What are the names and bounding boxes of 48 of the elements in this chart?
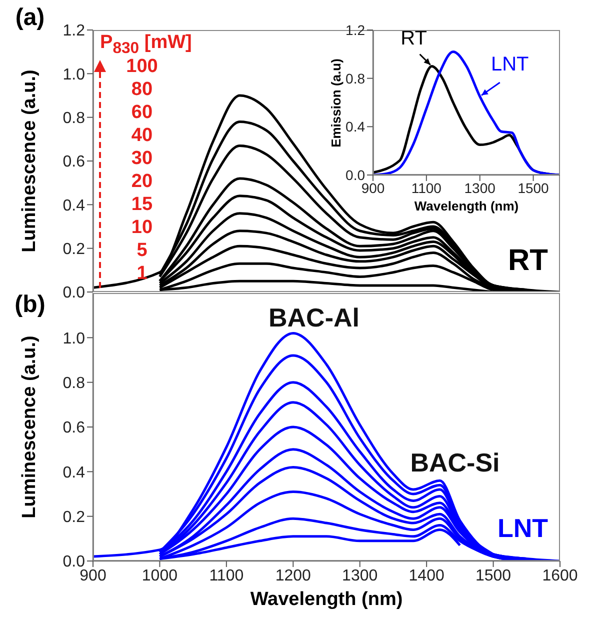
annotation: P$_{830}$ [mW] <box>100 32 192 58</box>
annotation: 100 <box>126 56 158 78</box>
series-label: LNT <box>490 53 529 76</box>
chart-title: (a) <box>15 4 45 32</box>
annotation: 40 <box>131 125 153 147</box>
x-tick-label: 1200 <box>275 567 312 584</box>
x-tick-label: 1600 <box>542 567 578 584</box>
annotation: RT <box>508 244 548 278</box>
annotation: 20 <box>131 171 153 193</box>
x-tick-label: 1500 <box>518 180 550 196</box>
x-tick-label: 1500 <box>475 567 512 584</box>
annotation: 15 <box>131 194 153 216</box>
series-label: RT <box>400 27 427 50</box>
x-tick-label: 1100 <box>209 567 244 584</box>
x-tick-label: 1300 <box>342 567 378 584</box>
y-tick-label: 0.2 <box>62 509 86 526</box>
annotation: LNT <box>497 513 548 544</box>
y-axis-title: Luminescence (a.u.) <box>19 336 41 518</box>
y-tick-label: 0.2 <box>62 241 86 258</box>
y-axis-title: Emission (a.u) <box>328 58 344 147</box>
y-tick-label: 1.0 <box>62 330 86 348</box>
annotation: BAC-Si <box>410 448 500 478</box>
y-tick-label: 0.4 <box>62 197 86 214</box>
x-tick-label: 1400 <box>408 567 444 584</box>
y-tick-label: 0.8 <box>346 70 366 86</box>
y-tick-label: 0.4 <box>346 118 366 135</box>
y-tick-label: 0.8 <box>62 375 86 392</box>
annotation: 80 <box>131 79 153 101</box>
y-tick-label: 0.0 <box>62 284 86 302</box>
x-tick-label: 1000 <box>142 567 178 584</box>
annotation: 5 <box>136 240 148 262</box>
y-tick-label: 1.2 <box>62 22 86 40</box>
y-tick-label: 0.4 <box>62 464 86 482</box>
y-tick-label: 0.6 <box>62 154 86 171</box>
x-tick-label: 1300 <box>464 180 496 196</box>
x-axis-title: Wavelength (nm) <box>414 198 519 214</box>
annotation: 60 <box>131 102 153 124</box>
y-tick-label: 0.8 <box>62 110 86 128</box>
y-tick-label: 1.0 <box>62 66 86 84</box>
y-axis-title: Luminescence (a.u.) <box>19 70 41 252</box>
x-axis-title: Wavelength (nm) <box>250 589 403 611</box>
y-tick-label: 1.2 <box>346 22 366 38</box>
annotation: BAC-Al <box>268 302 360 334</box>
x-tick-label: 1100 <box>411 180 442 196</box>
y-tick-label: 0.6 <box>62 420 86 437</box>
annotation: 30 <box>131 148 153 170</box>
chart-title: (b) <box>14 291 46 319</box>
annotation: 10 <box>131 217 153 239</box>
